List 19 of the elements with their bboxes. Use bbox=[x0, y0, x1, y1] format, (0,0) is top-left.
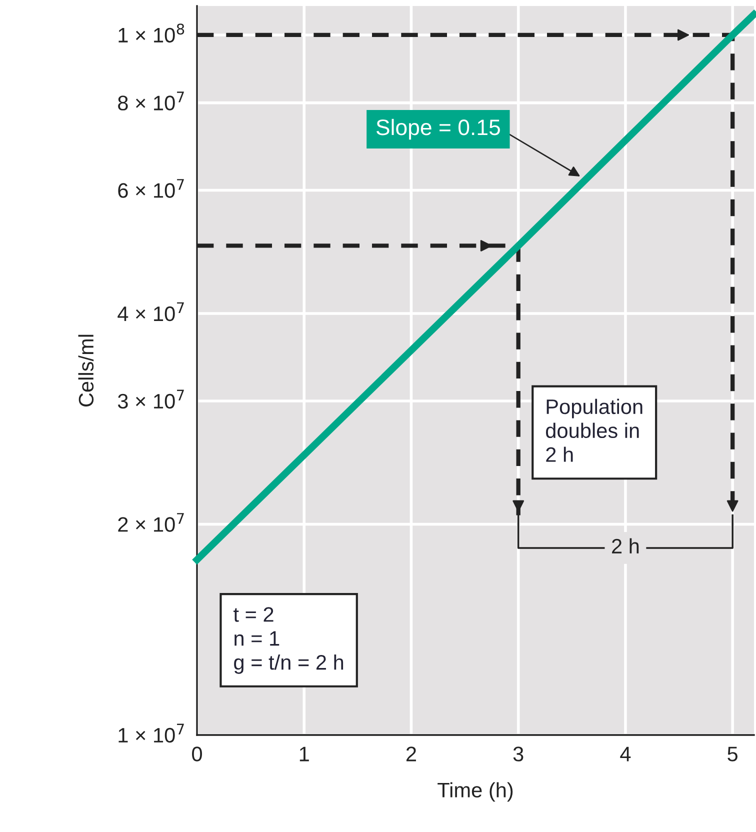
y-tick-label: 8 × 10$^{7}$ bbox=[118, 92, 184, 110]
x-tick-label: 1 bbox=[300, 746, 309, 762]
annotation: t = 2 n = 1 g = t/n = 2 h bbox=[234, 607, 344, 674]
annotation: Slope = 0.15 bbox=[376, 118, 500, 140]
x-tick-label: 3 bbox=[513, 746, 524, 762]
x-axis-title: Time (h) bbox=[438, 782, 513, 802]
x-tick-label: 0 bbox=[192, 746, 202, 762]
annotation: Population doubles in 2 h bbox=[546, 398, 642, 462]
y-tick-label: 6 × 10$^{7}$ bbox=[118, 179, 184, 198]
x-tick-label: 5 bbox=[728, 746, 738, 762]
y-tick-label: 4 × 10$^{7}$ bbox=[118, 302, 184, 322]
x-tick-label: 4 bbox=[620, 746, 631, 762]
x-tick-label: 2 bbox=[406, 746, 416, 762]
y-axis-title: Cells/ml bbox=[78, 334, 94, 406]
y-tick-label: 3 × 10$^{7}$ bbox=[118, 390, 184, 409]
y-tick-label: 1 × 10$^{7}$ bbox=[118, 724, 184, 743]
y-tick-label: 2 × 10$^{7}$ bbox=[118, 513, 184, 532]
y-tick-label: 1 × 10$^{8}$ bbox=[118, 24, 184, 43]
annotation: 2 h bbox=[612, 538, 639, 554]
